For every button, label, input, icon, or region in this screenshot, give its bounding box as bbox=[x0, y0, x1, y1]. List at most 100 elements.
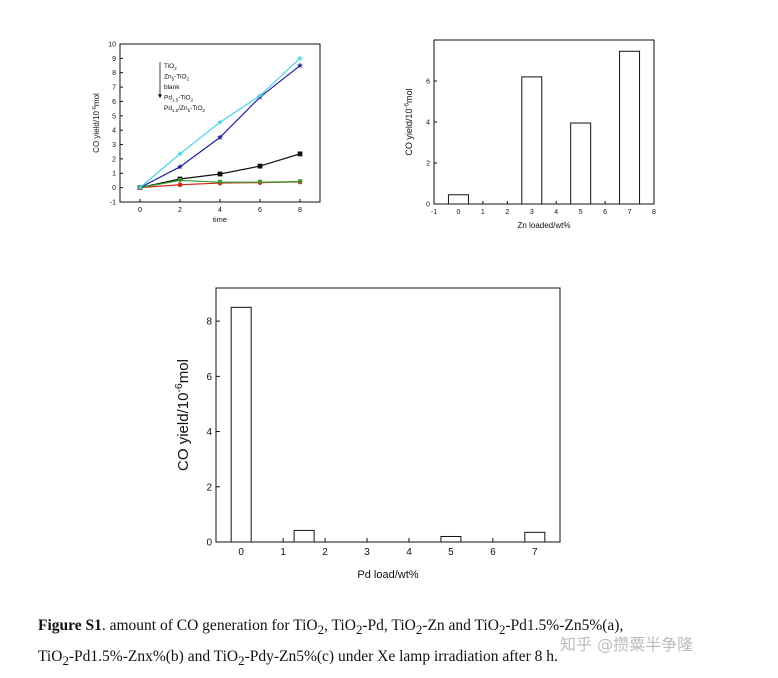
y-axis-label: CO yield/10-6mol bbox=[173, 359, 192, 471]
x-tick-label: 8 bbox=[298, 207, 302, 214]
legend-sub: 2 bbox=[187, 77, 190, 82]
x-tick-label: 2 bbox=[505, 209, 509, 216]
x-tick-label: 4 bbox=[218, 207, 222, 214]
data-point bbox=[297, 151, 303, 157]
y-axis-label: CO yield/10-6mol bbox=[403, 88, 414, 155]
y-tick-label: 6 bbox=[112, 99, 116, 106]
data-point bbox=[257, 179, 263, 185]
legend-entry: Pd1.5-TiO2 bbox=[164, 95, 194, 103]
legend-text: Pd bbox=[164, 95, 172, 102]
chart-a-svg: 0 2 4 6 8-1012345678910TiO2Zn5-TiO2blankPd1.… bbox=[92, 41, 321, 224]
caption-text-4: -Zn and TiO bbox=[422, 617, 499, 634]
y-axis-label-sup: -6 bbox=[92, 106, 98, 111]
caption-text-8: -Pdy-Zn5%(c) under Xe lamp irradiation a… bbox=[244, 648, 558, 666]
legend-sub: 5 bbox=[188, 108, 191, 113]
y-axis-label-main: CO yield/10 bbox=[92, 110, 101, 152]
x-tick-label: 3 bbox=[530, 209, 534, 216]
bar bbox=[524, 531, 546, 543]
legend-text: /Zn bbox=[178, 105, 188, 112]
y-axis-label-main: CO yield/10 bbox=[404, 109, 414, 156]
y-tick-label: 8 bbox=[206, 317, 212, 328]
watermark-text: 知乎 @攒粟半争隆 bbox=[560, 635, 694, 654]
data-point bbox=[217, 119, 223, 125]
caption-sub: 2 bbox=[415, 622, 423, 638]
data-point bbox=[177, 163, 183, 170]
bar bbox=[619, 50, 641, 205]
y-tick-label: 4 bbox=[206, 427, 212, 438]
bar bbox=[440, 535, 462, 543]
chart-a: 0 2 4 6 8 -1 0 1 2 3 4 5 6 7 8 9 10 TiO2 Zn5-TiO2 blank Pd1.… bbox=[88, 36, 328, 232]
legend-entry: TiO2 bbox=[164, 63, 177, 71]
legend-sub: 1.5 bbox=[172, 108, 179, 113]
y-tick-label: 4 bbox=[112, 128, 116, 135]
legend-text: -TiO bbox=[190, 105, 202, 112]
y-tick-label: -1 bbox=[110, 199, 116, 206]
x-tick-label: 6 bbox=[490, 547, 496, 558]
x-tick-label: 1 bbox=[481, 209, 485, 216]
caption-text-2: , TiO bbox=[324, 617, 356, 634]
legend-text: Zn bbox=[164, 74, 172, 81]
x-tick-label: 8 bbox=[652, 209, 656, 216]
y-axis-label-sup: -6 bbox=[403, 102, 410, 108]
y-tick-label: 4 bbox=[426, 119, 430, 126]
x-tick-label: 6 bbox=[258, 207, 262, 214]
y-tick-label: 2 bbox=[112, 156, 116, 163]
x-tick-label: 5 bbox=[579, 209, 583, 216]
legend-text: TiO bbox=[164, 63, 174, 70]
caption-sub: 2 bbox=[355, 622, 363, 638]
chart-b: -1 0 1 2 3 4 5 6 7 8 0 2 4 6 CO yield/10-6mol Zn loaded… bbox=[398, 30, 668, 230]
caption-sub: 2 bbox=[62, 653, 69, 669]
y-tick-label: 2 bbox=[206, 482, 212, 493]
figure-caption: Figure S1. amount of CO generation for T… bbox=[38, 612, 758, 674]
data-point bbox=[297, 179, 303, 185]
x-tick-label: -1 bbox=[431, 209, 437, 216]
x-tick-label: 3 bbox=[364, 547, 370, 558]
y-tick-label: 10 bbox=[108, 41, 116, 48]
y-tick-label: 0 bbox=[426, 201, 430, 208]
y-tick-label: 0 bbox=[112, 185, 116, 192]
bar bbox=[447, 194, 469, 205]
y-axis-label: CO yield/10-6mol bbox=[92, 93, 101, 153]
legend-sub: 5 bbox=[172, 77, 175, 82]
data-point bbox=[177, 182, 183, 188]
legend-sub: 2 bbox=[191, 98, 194, 103]
caption-line-2: TiO2-Pd1.5%-Znx%(b) and TiO2-Pdy-Zn5%(c)… bbox=[38, 643, 758, 674]
x-axis-label: Pd load/wt% bbox=[357, 569, 418, 581]
x-tick-label: 7 bbox=[628, 209, 632, 216]
x-tick-label: 6 bbox=[603, 209, 607, 216]
data-point bbox=[257, 92, 263, 99]
x-tick-label: 2 bbox=[178, 207, 182, 214]
y-tick-label: 2 bbox=[426, 160, 430, 167]
x-tick-label: 0 bbox=[456, 209, 460, 216]
plot-frame bbox=[215, 287, 561, 543]
legend-text: blank bbox=[164, 84, 180, 91]
y-tick-label: 6 bbox=[426, 78, 430, 85]
legend-sub: 2 bbox=[203, 108, 206, 113]
x-tick-label: 4 bbox=[554, 209, 558, 216]
caption-line-1: Figure S1. amount of CO generation for T… bbox=[38, 612, 758, 643]
y-axis-label-tail: mol bbox=[404, 88, 414, 103]
y-tick-label: 6 bbox=[206, 372, 212, 383]
y-axis-label-tail: mol bbox=[92, 93, 101, 106]
bar bbox=[230, 306, 252, 543]
legend-entry: blank bbox=[164, 84, 180, 91]
data-point bbox=[177, 178, 183, 183]
data-point bbox=[257, 163, 263, 169]
y-tick-label: 9 bbox=[112, 56, 116, 63]
x-axis-label: Zn loaded/wt% bbox=[518, 221, 571, 230]
y-tick-label: 5 bbox=[112, 113, 116, 120]
x-tick-label: 2 bbox=[322, 547, 328, 558]
chart-c-svg: 0 1 2 3 4 5 6 7 0 2 4 6 8 CO yield/10-6mol Pd load/wt% bbox=[173, 287, 561, 581]
legend-text: -TiO bbox=[174, 74, 186, 81]
data-point bbox=[217, 179, 223, 185]
data-point bbox=[297, 62, 303, 69]
y-axis-label-sup: -6 bbox=[173, 383, 185, 392]
x-tick-label: 5 bbox=[448, 547, 454, 558]
legend-sub: 1.5 bbox=[172, 98, 179, 103]
caption-sub: 2 bbox=[498, 622, 506, 638]
caption-text-5: -Pd1.5%-Zn5%(a), bbox=[505, 617, 624, 634]
caption-sub: 2 bbox=[317, 622, 325, 638]
bar bbox=[570, 122, 592, 205]
data-point bbox=[297, 55, 303, 61]
